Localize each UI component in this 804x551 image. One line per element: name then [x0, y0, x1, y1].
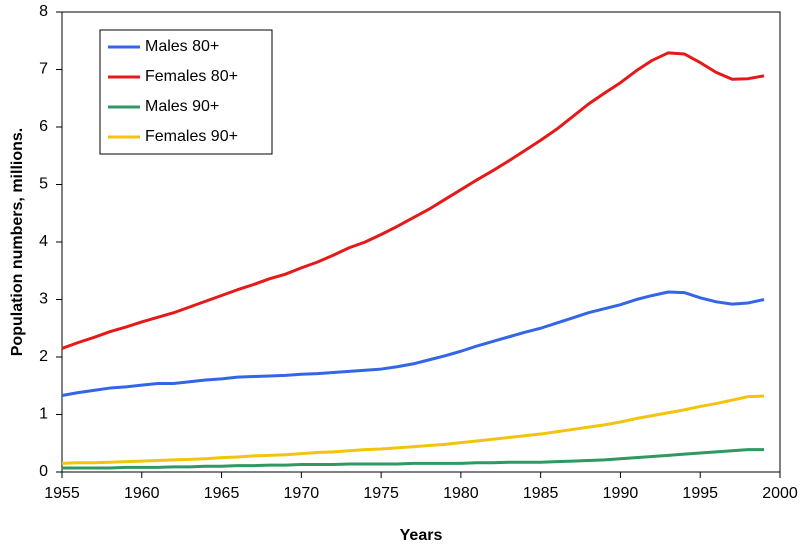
y-tick-label: 6	[39, 118, 48, 135]
x-tick-label: 2000	[762, 485, 798, 502]
x-tick-label: 1980	[443, 485, 479, 502]
legend-label: Females 90+	[145, 128, 238, 145]
x-tick-label: 1975	[363, 485, 399, 502]
series-line	[61, 394, 765, 465]
x-tick-label: 1970	[284, 485, 320, 502]
legend-label: Females 80+	[145, 68, 238, 85]
series-line	[61, 51, 765, 350]
y-axis-label: Population numbers, millions.	[9, 128, 26, 356]
x-tick-label: 1990	[603, 485, 639, 502]
legend-box	[99, 29, 273, 155]
x-tick-label: 1955	[44, 485, 80, 502]
x-tick-label: 1985	[523, 485, 559, 502]
y-tick-label: 5	[39, 176, 48, 193]
y-tick-label: 7	[39, 61, 48, 78]
legend-label: Males 80+	[145, 38, 219, 55]
x-tick-label: 1995	[682, 485, 718, 502]
y-tick-label: 3	[39, 291, 48, 308]
series-line	[62, 448, 765, 470]
y-tick-label: 1	[39, 406, 48, 423]
y-tick-label: 8	[39, 3, 48, 20]
legend-label: Males 90+	[145, 98, 219, 115]
x-tick-label: 1965	[204, 485, 240, 502]
y-tick-label: 2	[39, 348, 48, 365]
x-axis-label: Years	[400, 527, 443, 544]
y-tick-label: 4	[39, 233, 48, 250]
x-tick-label: 1960	[124, 485, 160, 502]
series-line	[61, 290, 765, 398]
y-tick-label: 0	[39, 463, 48, 480]
